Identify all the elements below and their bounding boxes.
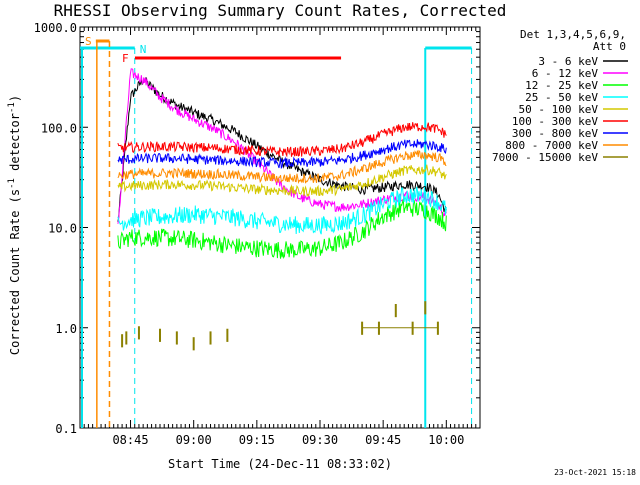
series-0-line [117,77,447,222]
x-tick-label-4: 09:45 [365,433,401,447]
x-tick-label-1: 09:00 [176,433,212,447]
y-tick-label-3: 100.0 [41,121,77,135]
legend-label-5: 100 - 300 keV [512,115,598,128]
saa-label: S [85,35,92,48]
legend-label-0: 3 - 6 keV [538,55,598,68]
y-axis-title-mid: detector [8,113,22,178]
x-tick-label-5: 10:00 [428,433,464,447]
legend-label-2: 12 - 25 keV [525,79,598,92]
x-tick-label-0: 08:45 [112,433,148,447]
series-3-line [117,186,447,235]
y-axis-title-sup2: -1 [7,102,17,113]
y-axis-title-end: ) [8,95,22,102]
series-4-line [117,164,447,198]
y-tick-label-0: 0.1 [55,422,77,436]
y-axis-title-sup1: -1 [7,178,17,189]
series-7-line [117,149,447,184]
series-5-line [117,122,447,158]
legend-header-1: Att 0 [593,40,626,53]
legend-header-0: Det 1,3,4,5,6,9, [520,28,626,41]
x-tick-label-2: 09:15 [239,433,275,447]
y-tick-label-4: 1000.0 [34,21,77,35]
plot-timestamp: 23-Oct-2021 15:18 [554,468,636,477]
plot-frame [79,26,481,429]
legend-label-4: 50 - 100 keV [519,103,599,116]
y-tick-label-2: 10.0 [48,222,77,236]
series-group [117,68,447,351]
x-tick-label-3: 09:30 [302,433,338,447]
y-axis-title: Corrected Count Rate (s-1 detector-1) [7,95,22,355]
legend-label-8: 7000 - 15000 keV [492,151,598,164]
night-label: N [140,43,147,56]
legend-label-6: 300 - 800 keV [512,127,598,140]
series-2-line [117,199,447,260]
chart-title: RHESSI Observing Summary Count Rates, Co… [54,1,507,20]
x-axis: 08:45 09:00 09:15 09:30 09:45 10:00 [79,27,481,447]
y-axis: 0.1 1.0 10.0 100.0 1000.0 [34,21,480,436]
time-markers: S NF [80,35,473,428]
legend-label-7: 800 - 7000 keV [505,139,598,152]
flare-label: F [122,52,129,65]
y-tick-label-1: 1.0 [55,322,77,336]
legend-label-3: 25 - 50 keV [525,91,598,104]
y-axis-title-main: Corrected Count Rate (s [8,189,22,355]
series-6-line [117,139,447,170]
x-axis-title: Start Time (24-Dec-11 08:33:02) [168,457,392,471]
legend-label-1: 6 - 12 keV [532,67,599,80]
plot-area [79,26,481,429]
